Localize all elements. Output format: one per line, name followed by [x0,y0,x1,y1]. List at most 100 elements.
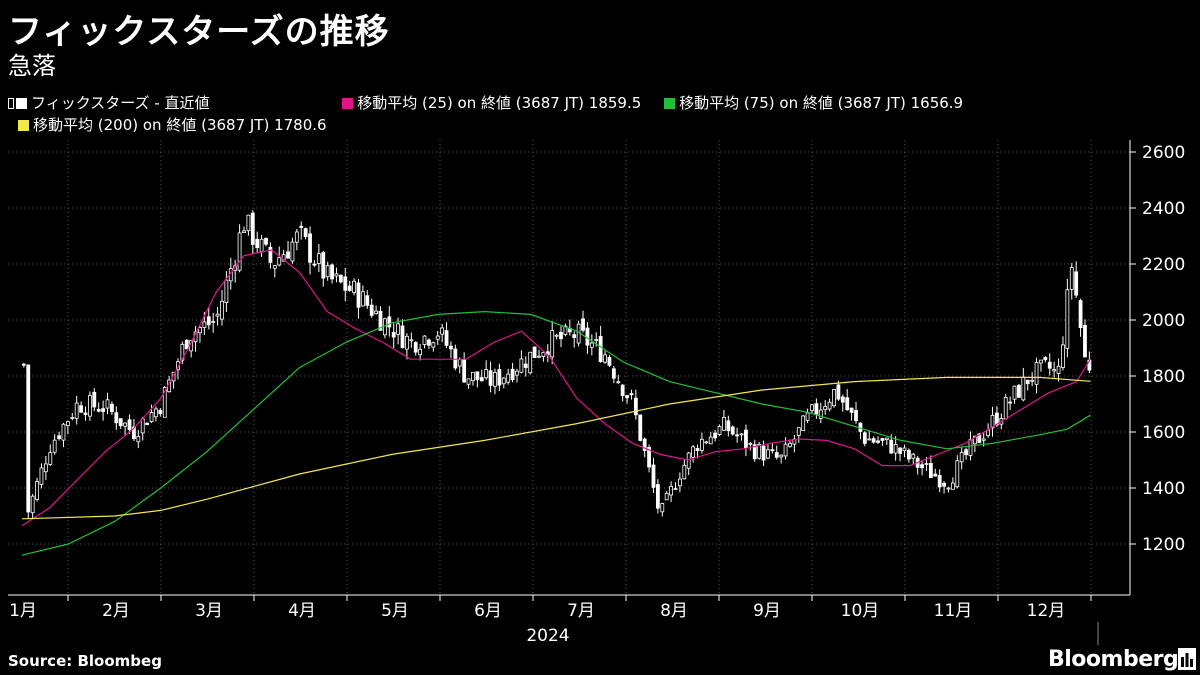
candle-body [400,325,405,349]
candle-body [726,420,731,432]
bloomberg-terminal-icon [1178,648,1196,670]
y-tick-label: 2400 [1142,199,1185,219]
candle-body [972,435,977,445]
candle-body [955,460,960,488]
candle-body [950,482,955,490]
candle-body [118,418,123,427]
candle-body [876,440,880,443]
candle-body [246,214,251,232]
candle-body [1074,271,1079,296]
y-tick-label: 2200 [1142,255,1185,275]
candle-body [796,427,801,436]
candle-body [299,225,304,228]
candle-body [695,448,700,451]
legend-row-1: フィックスターズ - 直近値 移動平均 (25) on 終値 (3687 JT)… [8,92,981,113]
candle-body [990,414,995,429]
candle-body [1061,344,1065,368]
candle-body [744,429,748,449]
candle-body [1025,379,1030,385]
candle-body [510,368,515,381]
candle-body [26,364,31,513]
candle-body [237,232,242,271]
candle-body [845,397,850,411]
candle-body [585,327,590,346]
legend-item-price: フィックスターズ - 直近値 [8,92,209,113]
candle-body [523,363,528,368]
candle-body [677,478,682,487]
candle-body [515,370,519,376]
candle-body [264,238,268,245]
x-tick-label: 7月 [567,601,595,621]
x-tick-label: 9月 [753,601,781,621]
candle-body [65,421,70,427]
candle-body [959,452,964,463]
candle-body [484,369,489,379]
candle-body [770,449,775,452]
candle-body [871,438,876,443]
candle-body [867,438,872,441]
candle-body [413,342,418,353]
candle-body [1052,369,1057,372]
candle-body [823,406,828,411]
candle-body [722,417,726,431]
candle-body [259,238,264,253]
x-tick-label: 12月 [1027,601,1066,621]
candle-body [418,348,423,356]
candle-body [21,363,26,366]
candle-body [149,412,154,422]
candle-body [563,325,568,335]
candle-body [220,300,224,320]
legend-label-price: フィックスターズ - 直近値 [31,94,210,112]
candle-body [206,316,211,326]
candle-body [391,332,396,338]
candle-body [911,453,916,459]
candle-body [140,418,145,434]
candle-body [396,323,401,335]
candle-body [1021,376,1026,401]
candle-body [629,393,634,396]
y-tick-label: 2000 [1142,311,1185,331]
candle-body [57,435,61,439]
legend-label-ma75: 移動平均 (75) on 終値 (3687 JT) 1656.9 [679,94,964,112]
candle-body [660,503,665,513]
candle-body [928,463,933,478]
legend-label-ma25: 移動平均 (25) on 終値 (3687 JT) 1859.5 [357,94,642,112]
candle-body [242,230,246,233]
candle-body [132,426,136,440]
candle-body [83,412,88,415]
candle-body [572,334,577,338]
candle-body [92,391,97,408]
candle-body [589,342,594,348]
candle-body [224,279,229,304]
candle-body [360,291,365,307]
candle-body [215,313,220,317]
candle-body [616,381,621,384]
chart-title: フィックスターズの推移 [8,12,390,52]
candle-body [453,348,458,369]
candle-body [462,359,467,383]
candle-body [1030,379,1035,382]
x-tick-label: 6月 [474,601,502,621]
candle-body [378,310,383,331]
candle-body [158,409,163,415]
candle-body [801,415,806,431]
candle-body [1043,357,1048,361]
ma200-line [21,376,1091,520]
legend-item-ma200: 移動平均 (200) on 終値 (3687 JT) 1780.6 [18,114,327,135]
candle-body [669,485,673,496]
candle-body [43,463,48,473]
candle-body [854,409,858,422]
legend-swatch-ma75 [664,98,676,109]
x-tick-label: 11月 [934,601,973,621]
candle-body [1008,401,1013,404]
candle-body [277,257,282,266]
candlestick-icon [8,98,14,109]
candle-body [704,441,709,444]
candle-body [255,238,260,248]
candle-body [290,241,295,262]
candle-body [114,412,119,424]
candle-body [325,265,330,278]
candle-body [127,419,132,431]
candle-body [338,274,343,283]
candle-body [162,387,167,418]
